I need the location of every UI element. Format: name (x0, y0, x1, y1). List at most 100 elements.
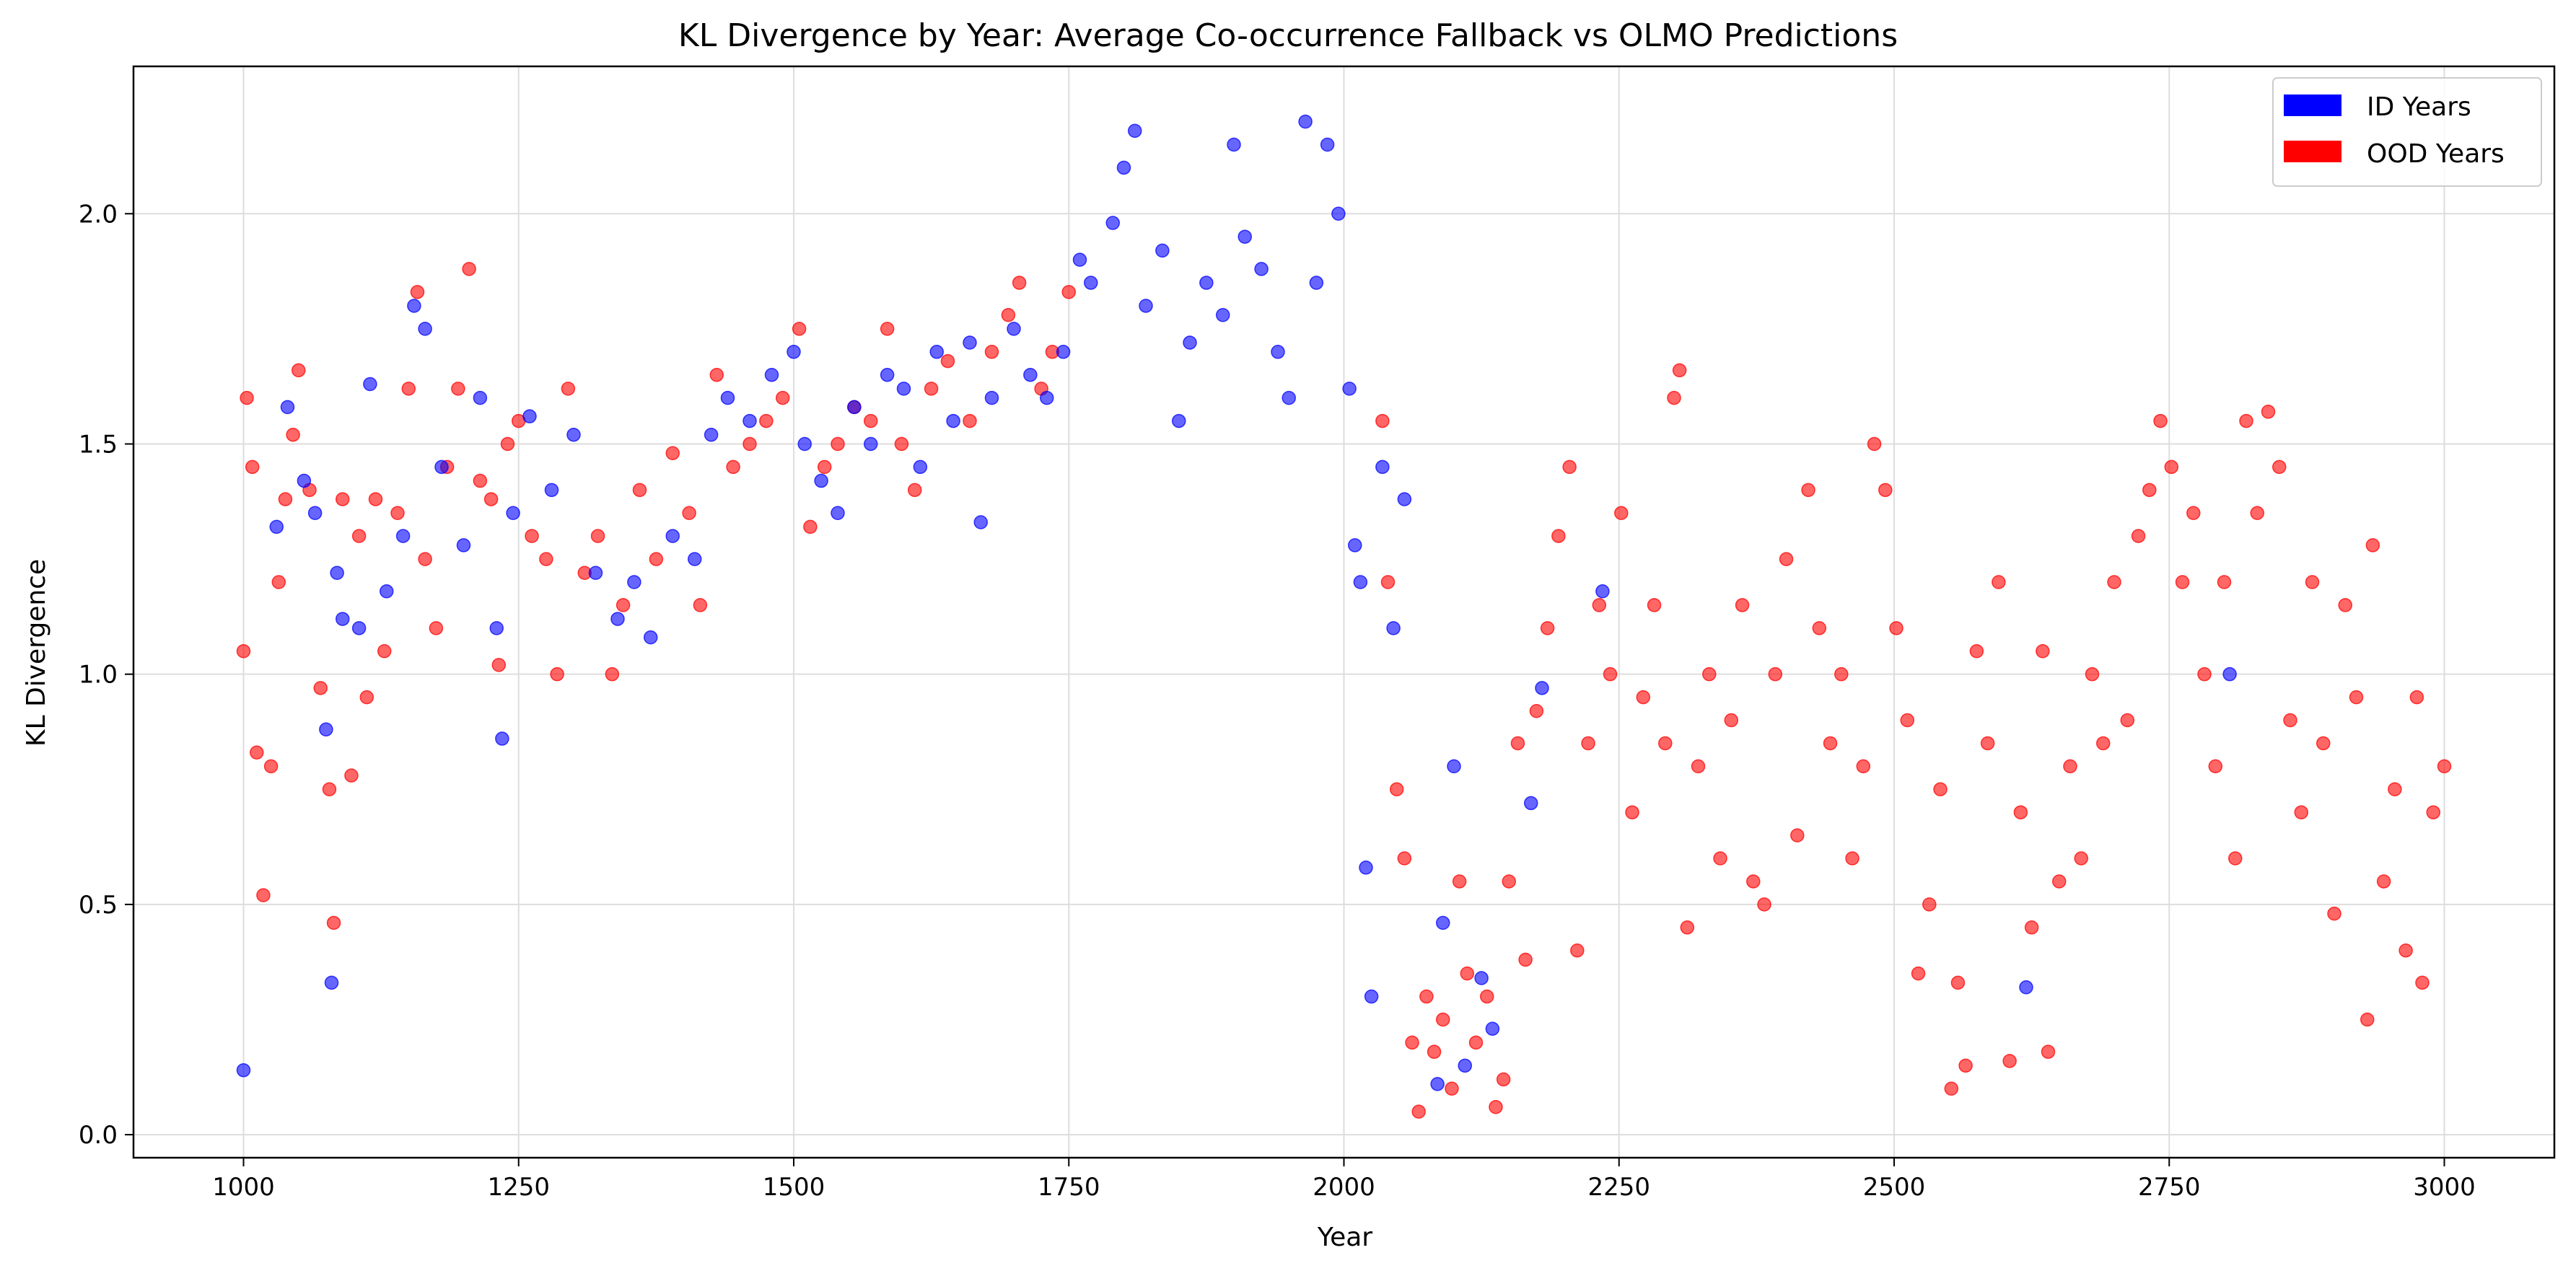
data-point-id-years (1359, 861, 1373, 875)
data-point-id-years (1172, 413, 1186, 428)
data-point-id-years (407, 299, 421, 313)
data-point-ood-years (1496, 1072, 1511, 1087)
data-point-ood-years (1867, 436, 1882, 452)
data-point-id-years (330, 566, 344, 580)
data-point-id-years (1535, 681, 1549, 695)
data-point-ood-years (1834, 666, 1849, 682)
data-point-ood-years (1445, 1081, 1459, 1096)
data-point-ood-years (924, 382, 939, 396)
data-point-id-years (831, 506, 845, 520)
data-point-ood-years (792, 322, 807, 336)
data-point-ood-years (236, 644, 251, 659)
data-point-ood-years (1625, 805, 1639, 819)
data-point-ood-years (2197, 666, 2212, 682)
data-point-id-years (814, 473, 828, 488)
data-point-ood-years (2063, 759, 2077, 774)
x-tick-label: 1750 (1038, 1173, 1100, 1202)
data-point-ood-years (1658, 736, 1673, 751)
data-point-ood-years (1950, 975, 1966, 990)
data-point-ood-years (256, 888, 271, 902)
data-point-id-years (1056, 345, 1071, 359)
data-point-ood-years (2388, 782, 2402, 797)
data-point-ood-years (359, 690, 374, 705)
data-point-ood-years (2074, 851, 2088, 866)
data-point-ood-years (726, 459, 740, 475)
data-point-id-years (2222, 666, 2237, 682)
data-point-id-years (1040, 390, 1054, 405)
data-point-ood-years (1562, 459, 1577, 475)
data-point-ood-years (2175, 575, 2190, 589)
data-point-ood-years (1375, 413, 1390, 428)
data-point-ood-years (1672, 363, 1687, 378)
data-point-ood-years (831, 436, 845, 452)
data-point-ood-years (1570, 943, 1585, 958)
data-point-ood-years (1922, 897, 1937, 912)
data-point-ood-years (2164, 459, 2179, 475)
data-point-ood-years (1823, 736, 1838, 751)
x-tick-label: 2000 (1313, 1173, 1375, 1202)
data-point-ood-years (1980, 736, 1995, 751)
data-point-id-years (1595, 584, 1610, 599)
data-point-ood-years (759, 413, 774, 428)
data-point-id-years (1007, 322, 1021, 336)
data-point-ood-years (1001, 307, 1016, 322)
data-point-ood-years (693, 598, 708, 612)
data-point-ood-years (2120, 713, 2135, 728)
data-point-ood-years (1702, 666, 1717, 682)
data-point-id-years (665, 529, 680, 543)
data-point-id-years (929, 345, 944, 359)
data-point-id-years (720, 390, 735, 405)
data-point-id-years (588, 566, 603, 580)
data-point-id-years (1375, 459, 1390, 475)
data-point-ood-years (615, 598, 631, 612)
data-point-ood-years (245, 459, 260, 475)
data-point-id-years (1072, 252, 1087, 267)
data-point-ood-years (483, 492, 499, 506)
data-point-ood-years (1460, 966, 1475, 981)
data-point-id-years (351, 621, 367, 635)
data-point-id-years (1331, 206, 1346, 221)
data-point-ood-years (2415, 975, 2430, 990)
data-point-ood-years (2365, 538, 2380, 553)
legend: ID Years OOD Years (2272, 77, 2542, 187)
data-point-ood-years (1468, 1035, 1484, 1050)
data-point-ood-years (709, 367, 724, 382)
data-point-id-years (946, 413, 960, 428)
data-point-id-years (764, 367, 779, 382)
data-point-ood-years (292, 363, 306, 378)
data-point-ood-years (2327, 906, 2341, 921)
data-point-id-years (1237, 229, 1252, 244)
data-point-ood-years (1856, 759, 1871, 774)
data-point-ood-years (2349, 690, 2364, 705)
data-point-id-years (1254, 262, 1269, 276)
data-point-ood-years (2013, 805, 2028, 819)
data-point-id-years (544, 483, 559, 498)
data-point-ood-years (1680, 920, 1695, 935)
x-tick-label: 2750 (2138, 1173, 2201, 1202)
data-point-ood-years (2142, 483, 2157, 498)
data-point-ood-years (1427, 1044, 1442, 1059)
data-point-ood-years (1933, 782, 1948, 797)
data-point-ood-years (377, 644, 392, 659)
data-point-ood-years (984, 345, 999, 359)
data-point-ood-years (1389, 782, 1404, 797)
data-point-id-years (1386, 621, 1401, 635)
data-point-ood-years (1636, 690, 1651, 705)
data-point-ood-years (561, 382, 576, 396)
data-point-ood-years (462, 262, 476, 276)
data-point-ood-years (2360, 1012, 2375, 1027)
data-point-ood-years (401, 382, 416, 396)
data-point-id-years (1227, 137, 1241, 152)
data-point-ood-years (1551, 529, 1566, 543)
data-point-ood-years (1900, 713, 1915, 728)
data-point-ood-years (2398, 943, 2413, 958)
data-point-id-years (1139, 299, 1153, 313)
data-point-ood-years (271, 575, 286, 589)
data-point-ood-years (1061, 285, 1076, 299)
data-point-ood-years (418, 552, 432, 566)
data-point-ood-years (2239, 413, 2253, 428)
y-axis-label: KL Divergence (22, 559, 51, 747)
legend-swatch-id-years (2284, 94, 2341, 116)
data-point-id-years (896, 382, 911, 396)
data-point-ood-years (250, 745, 264, 760)
